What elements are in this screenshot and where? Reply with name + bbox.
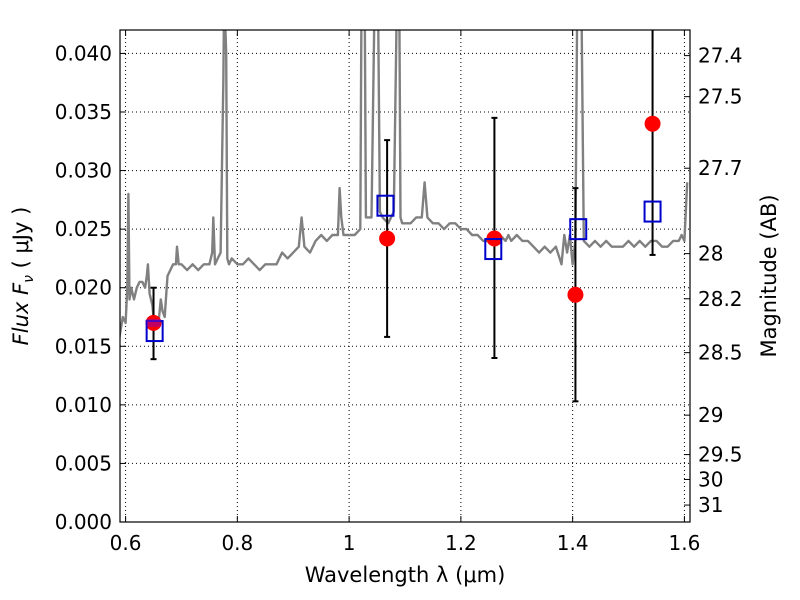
y-tick-label: 0.005: [55, 451, 112, 475]
y-tick-label: 0.020: [55, 276, 112, 300]
y-tick-label: 0.000: [55, 510, 112, 534]
model-square: [569, 218, 588, 241]
x-tick-label: 0.8: [221, 531, 253, 555]
mag-tick-label: 31: [698, 493, 723, 517]
observed-point: [379, 230, 396, 247]
overlap-highlight: [146, 318, 161, 327]
model-square: [484, 238, 503, 261]
y-tick-label: 0.010: [55, 393, 112, 417]
y-axis-label-unit: ( μJy ): [9, 207, 33, 275]
x-axis-label: Wavelength λ (μm): [305, 563, 506, 587]
x-tick-label: 1: [343, 531, 356, 555]
x-tick-label: 1.2: [445, 531, 477, 555]
y-tick-label: 0.030: [55, 159, 112, 183]
y-axis-label: Flux Fν ( μJy ): [9, 207, 37, 346]
mag-tick-label: 29: [698, 403, 723, 427]
y-tick-label: 0.040: [55, 41, 112, 65]
mag-tick-label: 27.7: [698, 156, 743, 180]
x-tick-label: 1.6: [669, 531, 701, 555]
mag-tick-label: 27.5: [698, 85, 743, 109]
tick-labels-group: 0.6 0.8 1 1.2 1.4 1.6 0.000 0.005 0.010 0.015 0.02…: [55, 41, 743, 555]
mag-tick-label: 27.4: [698, 44, 743, 68]
x-tick-label: 1.4: [557, 531, 589, 555]
y-axis-label-sub: ν: [21, 275, 37, 283]
squares-group: [145, 194, 662, 343]
mag-tick-label: 28: [698, 242, 723, 266]
mag-tick-label: 30: [698, 467, 723, 491]
observed-point: [644, 115, 661, 132]
plot-frame: [119, 29, 691, 523]
model-square: [376, 194, 395, 217]
y-axis-label-main: Flux F: [9, 282, 33, 345]
mag-tick-label: 29.5: [698, 443, 743, 467]
y-tick-label: 0.035: [55, 100, 112, 124]
y-tick-label: 0.025: [55, 217, 112, 241]
mag-tick-label: 28.5: [698, 341, 743, 365]
ticks-group: [120, 30, 690, 523]
x-tick-label: 0.6: [110, 531, 142, 555]
mag-tick-label: 28.2: [698, 287, 743, 311]
observed-point: [567, 286, 584, 303]
model-square: [643, 200, 662, 223]
y2-axis-label: Magnitude (AB): [757, 194, 781, 357]
y-tick-label: 0.015: [55, 334, 112, 358]
